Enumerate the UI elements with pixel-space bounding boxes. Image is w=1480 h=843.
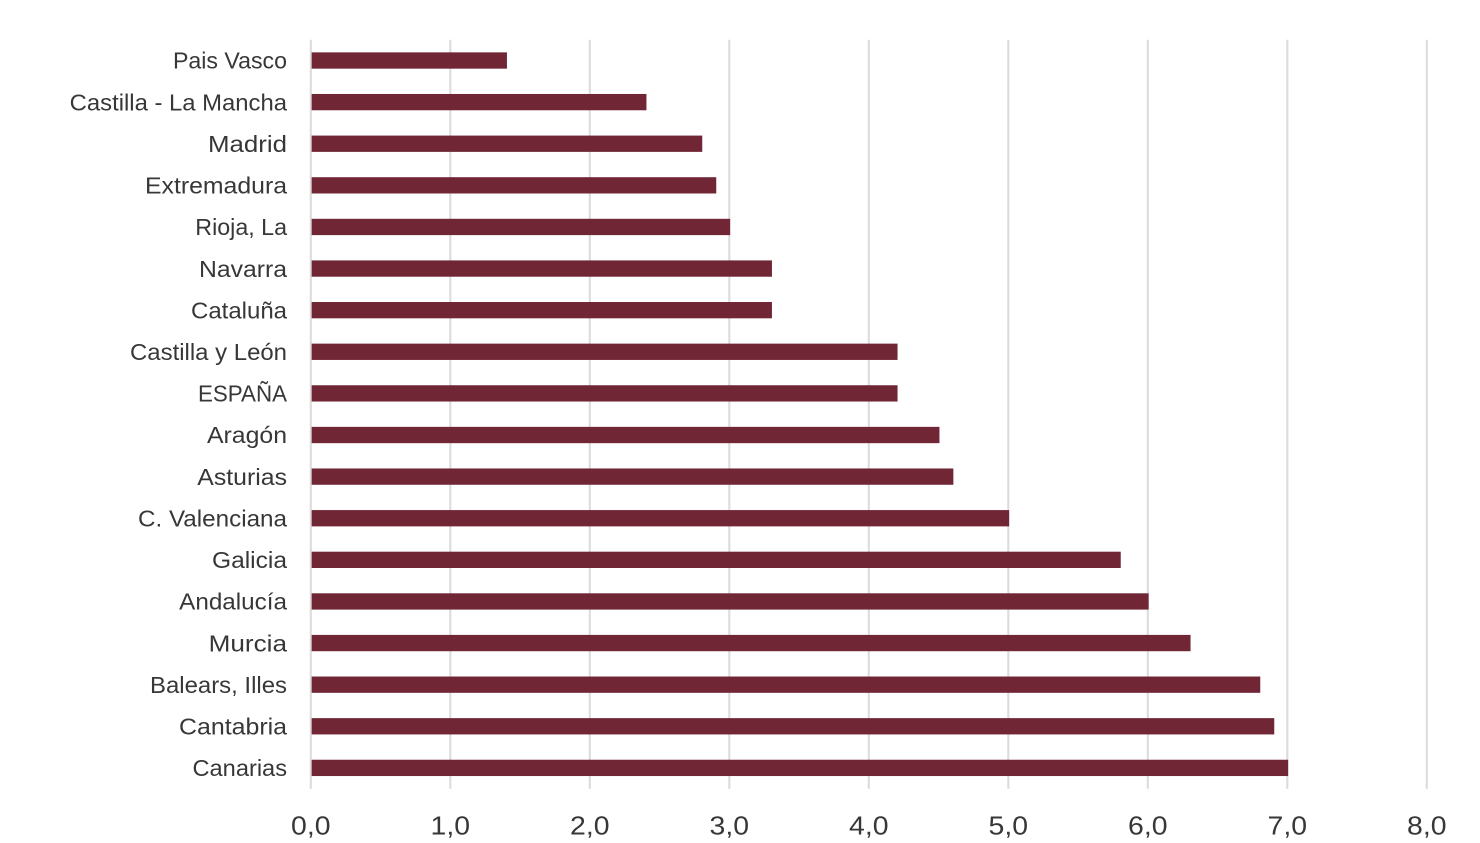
svg-text:Aragón: Aragón xyxy=(207,422,287,448)
svg-text:ESPAÑA: ESPAÑA xyxy=(198,381,288,407)
svg-text:C. Valenciana: C. Valenciana xyxy=(138,505,287,531)
svg-text:6,0: 6,0 xyxy=(1128,811,1168,841)
svg-text:Navarra: Navarra xyxy=(199,256,287,282)
svg-text:2,0: 2,0 xyxy=(570,811,610,841)
svg-text:7,0: 7,0 xyxy=(1268,811,1308,841)
svg-text:5,0: 5,0 xyxy=(989,811,1029,841)
svg-text:Rioja, La: Rioja, La xyxy=(195,214,287,240)
svg-text:0,0: 0,0 xyxy=(291,811,331,841)
svg-text:Balears, Illes: Balears, Illes xyxy=(150,672,287,698)
svg-text:Murcia: Murcia xyxy=(209,630,288,656)
svg-text:1,0: 1,0 xyxy=(431,811,471,841)
svg-text:Andalucía: Andalucía xyxy=(179,589,287,615)
svg-text:Madrid: Madrid xyxy=(208,131,287,157)
svg-text:Cantabria: Cantabria xyxy=(179,714,287,740)
svg-text:8,0: 8,0 xyxy=(1407,811,1447,841)
svg-text:Castilla y León: Castilla y León xyxy=(130,339,287,365)
svg-text:Galicia: Galicia xyxy=(212,547,287,573)
svg-text:Pais Vasco: Pais Vasco xyxy=(173,48,287,74)
svg-text:Canarias: Canarias xyxy=(193,755,288,781)
svg-text:3,0: 3,0 xyxy=(710,811,750,841)
svg-text:Extremadura: Extremadura xyxy=(145,173,287,199)
svg-text:Castilla - La Mancha: Castilla - La Mancha xyxy=(70,89,288,115)
svg-text:Asturias: Asturias xyxy=(197,464,287,490)
svg-text:4,0: 4,0 xyxy=(849,811,889,841)
svg-text:Cataluña: Cataluña xyxy=(191,297,287,323)
